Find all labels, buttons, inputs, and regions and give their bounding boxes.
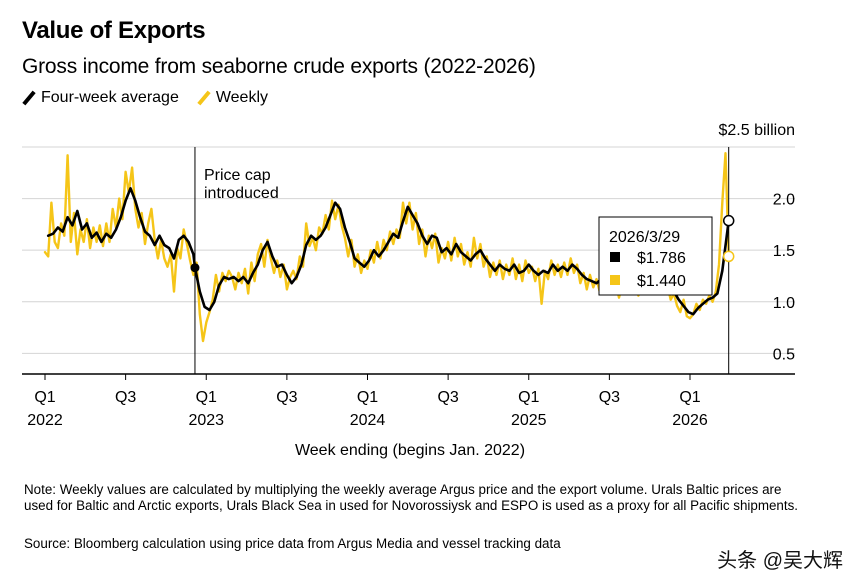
x-tick-year: 2024 bbox=[350, 412, 386, 429]
annotation-price-cap-line2: introduced bbox=[204, 185, 279, 202]
endpoint-markers bbox=[190, 214, 735, 273]
x-tick-quarter: Q3 bbox=[276, 389, 297, 406]
y-axis-ticks: $2.5 billion 2.0 1.5 1.0 0.5 bbox=[719, 122, 796, 363]
tooltip-avg-swatch bbox=[610, 252, 620, 262]
footnote: Note: Weekly values are calculated by mu… bbox=[24, 482, 799, 513]
x-tick-quarter: Q3 bbox=[437, 389, 458, 406]
latest-average-marker bbox=[722, 214, 735, 227]
y-tick-label: $2.5 billion bbox=[719, 122, 796, 139]
x-axis-label: Week ending (begins Jan. 2022) bbox=[295, 442, 525, 459]
legend-item-average: Four-week average bbox=[22, 89, 179, 107]
chart-subtitle: Gross income from seaborne crude exports… bbox=[22, 55, 536, 78]
x-tick-quarter: Q1 bbox=[518, 389, 539, 406]
y-tick-label: 0.5 bbox=[773, 346, 795, 363]
legend-item-weekly: Weekly bbox=[197, 89, 268, 107]
tooltip-weekly-value: $1.440 bbox=[637, 273, 686, 290]
x-tick-year: 2023 bbox=[188, 412, 224, 429]
legend-weekly-label: Weekly bbox=[215, 89, 269, 106]
legend-average-label: Four-week average bbox=[41, 89, 179, 106]
annotation-price-cap-line1: Price cap bbox=[204, 167, 271, 184]
tooltip-weekly-swatch bbox=[610, 275, 620, 285]
x-tick-quarter: Q1 bbox=[357, 389, 378, 406]
watermark: 头条 @吴大辉 bbox=[717, 550, 843, 572]
gridlines bbox=[22, 146, 795, 375]
y-tick-label: 2.0 bbox=[773, 192, 795, 209]
tooltip-date: 2026/3/29 bbox=[609, 229, 680, 246]
chart-title: Value of Exports bbox=[22, 17, 206, 44]
x-tick-quarter: Q3 bbox=[115, 389, 136, 406]
latest-weekly-marker bbox=[722, 250, 735, 263]
x-tick-year: 2026 bbox=[672, 412, 708, 429]
price-cap-marker bbox=[190, 263, 200, 273]
x-tick-year: 2022 bbox=[27, 412, 63, 429]
source-line: Source: Bloomberg calculation using pric… bbox=[24, 536, 561, 551]
y-tick-label: 1.0 bbox=[773, 295, 795, 312]
tooltip-avg-value: $1.786 bbox=[637, 250, 686, 267]
x-tick-quarter: Q3 bbox=[599, 389, 620, 406]
x-tick-quarter: Q1 bbox=[196, 389, 217, 406]
y-tick-label: 1.5 bbox=[773, 243, 795, 260]
x-tick-year: 2025 bbox=[511, 412, 547, 429]
x-axis-ticks: Q1 2022 Q3 Q1 2023 Q3 Q1 2024 Q3 Q1 2025 Q3 Q1 2026 bbox=[27, 374, 708, 429]
legend: Four-week average Weekly bbox=[22, 89, 286, 107]
x-tick-quarter: Q1 bbox=[679, 389, 700, 406]
x-tick-quarter: Q1 bbox=[34, 389, 55, 406]
tooltip: 2026/3/29 $1.786 $1.440 bbox=[598, 216, 713, 296]
